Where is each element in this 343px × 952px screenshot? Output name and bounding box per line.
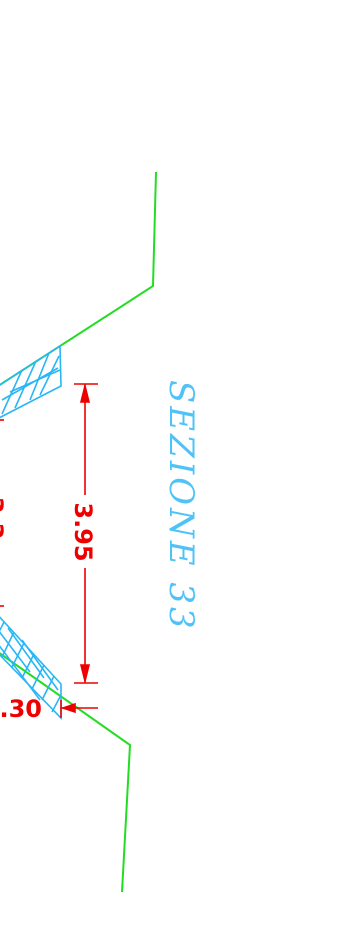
hatch-line <box>39 355 60 396</box>
dimension-label-thickness: .30 <box>0 695 42 723</box>
hatch-line <box>0 621 5 632</box>
terrain-line-lower <box>0 652 132 893</box>
lining-lower <box>0 616 62 720</box>
hatch-line <box>1 369 23 415</box>
hatch-line <box>0 631 31 673</box>
hatch-line <box>0 645 41 701</box>
terrain-line-upper <box>0 171 157 386</box>
dimension-label-depth: 3.3 <box>0 497 8 540</box>
hatch-line <box>41 675 55 701</box>
hatch-line <box>21 639 59 691</box>
section-title: SEZIONE 33 <box>161 380 201 632</box>
hatch-line <box>7 627 45 679</box>
dimension-lining-thickness <box>60 700 98 718</box>
lining-upper-outline <box>0 344 62 419</box>
dimension-bed-width <box>74 383 98 684</box>
dim-arrow-bottom <box>79 664 91 682</box>
dim-arrow-top <box>79 385 91 403</box>
thickness-arrow <box>60 702 76 714</box>
hatch-line <box>29 352 50 401</box>
dimension-depth <box>0 419 4 607</box>
lining-upper <box>0 344 62 419</box>
hatch-line <box>1 367 59 401</box>
hatch-line <box>51 694 62 713</box>
hatch-line <box>21 653 35 679</box>
hatch-line <box>1 631 15 658</box>
dimension-label-bed-width: 3.95 <box>69 502 97 561</box>
